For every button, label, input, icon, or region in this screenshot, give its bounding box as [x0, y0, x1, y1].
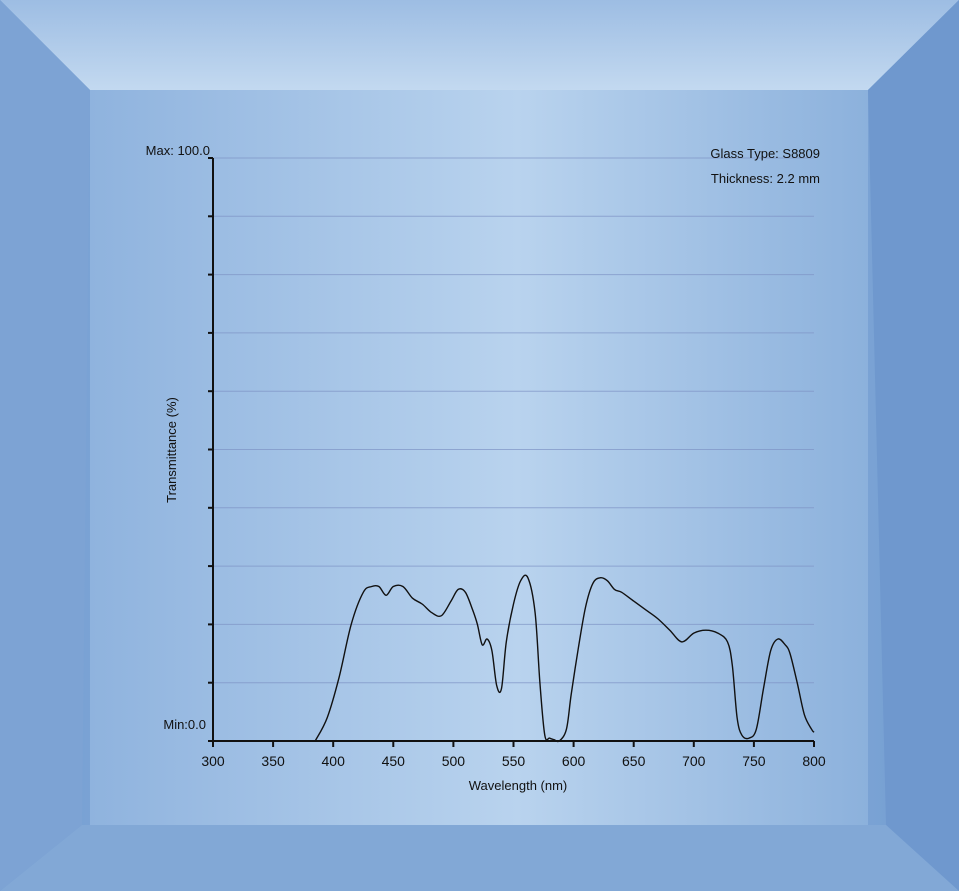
series-line-0	[314, 574, 815, 743]
bevel-bottom	[0, 825, 959, 891]
x-tick-label-4: 500	[442, 753, 466, 769]
bevel-top	[0, 0, 959, 90]
x-tick-label-2: 400	[322, 753, 346, 769]
x-tick-label-0: 300	[201, 753, 225, 769]
series-layer	[314, 574, 815, 743]
y-axis-label: Transmittance (%)	[164, 397, 179, 503]
x-tick-label-5: 550	[502, 753, 526, 769]
x-axis-label: Wavelength (nm)	[469, 778, 568, 793]
min-label: Min:0.0	[163, 717, 206, 732]
glass-type-annotation: Glass Type: S8809	[710, 146, 820, 161]
chart-panel	[90, 90, 868, 825]
bevel-left	[0, 0, 90, 891]
x-tick-label-1: 350	[261, 753, 285, 769]
x-ticks: 300 350 400 450 500 550 600 650 700 750 800	[201, 741, 826, 769]
bevel-right	[868, 0, 959, 891]
thickness-annotation: Thickness: 2.2 mm	[711, 171, 820, 186]
x-tick-label-8: 700	[682, 753, 706, 769]
x-tick-label-3: 450	[382, 753, 406, 769]
gridlines	[213, 157, 814, 684]
max-label: Max: 100.0	[146, 143, 210, 158]
x-tick-label-6: 600	[562, 753, 586, 769]
x-tick-label-7: 650	[622, 753, 646, 769]
x-tick-label-9: 750	[742, 753, 766, 769]
x-tick-label-10: 800	[802, 753, 826, 769]
